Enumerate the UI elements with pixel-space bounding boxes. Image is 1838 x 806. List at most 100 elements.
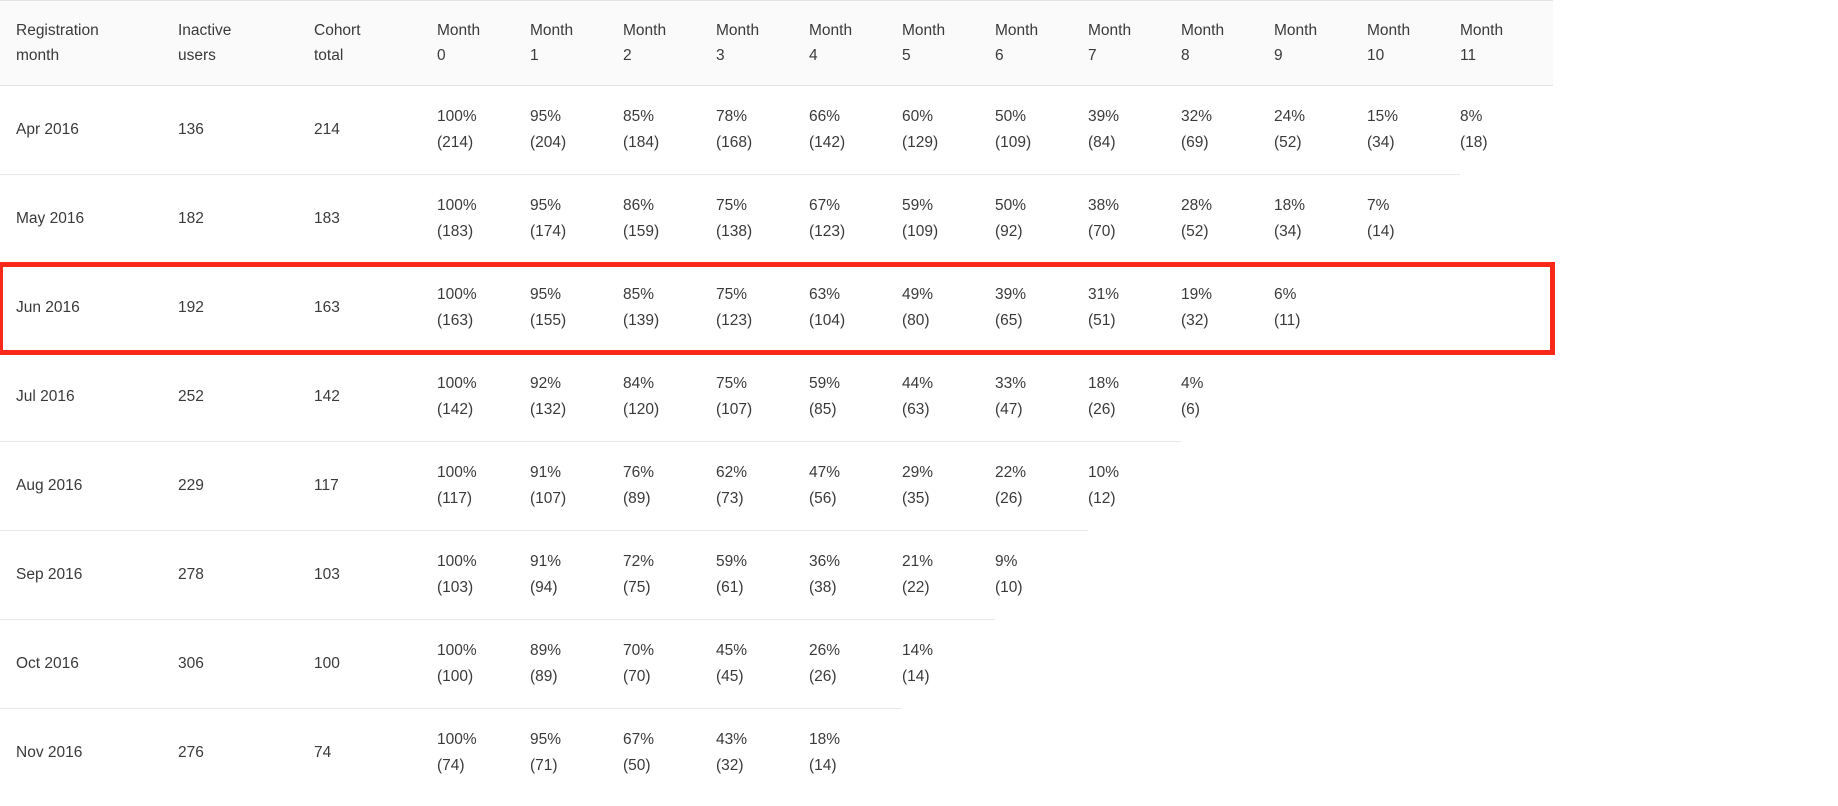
retention-cell: 63% (104) [809, 263, 902, 353]
retention-count: (74) [437, 757, 465, 774]
column-header-line: 10 [1367, 47, 1385, 64]
table-row: Nov 2016 276 74 100% (74) 95% (71) 67% (50) 43% (3… [0, 708, 1553, 798]
empty-cell [1460, 709, 1553, 798]
column-header-line: Month [530, 22, 574, 39]
column-header-line: 7 [1088, 47, 1097, 64]
retention-percent: 33% [995, 375, 1027, 392]
inactive-users-cell: 229 [178, 441, 314, 531]
retention-count: (47) [995, 401, 1023, 418]
registration-month-cell: Jul 2016 [0, 352, 178, 442]
retention-cell: 31% (51) [1088, 263, 1181, 353]
cohort-total-cell: 214 [314, 85, 437, 175]
retention-cell: 95% (155) [530, 263, 623, 353]
retention-cell: 72% (75) [623, 530, 716, 620]
retention-count: (84) [1088, 134, 1116, 151]
column-header: Registration month [0, 0, 178, 86]
retention-cell: 7% (14) [1367, 174, 1460, 264]
retention-count: (10) [995, 579, 1023, 597]
retention-percent: 29% [902, 464, 934, 481]
column-header: Month 9 [1274, 0, 1367, 86]
retention-count: (38) [809, 579, 837, 596]
retention-percent: 19% [1181, 286, 1213, 303]
column-header-line: Month [437, 22, 481, 39]
retention-percent: 28% [1181, 197, 1213, 214]
column-header-line: Month [1274, 22, 1318, 39]
column-header: Month 0 [437, 0, 530, 86]
retention-percent: 14% [902, 642, 934, 660]
retention-cell: 8% (18) [1460, 85, 1553, 175]
retention-count: (174) [530, 223, 567, 240]
retention-percent: 100% [437, 553, 477, 570]
retention-cell: 44% (63) [902, 352, 995, 442]
retention-cell: 62% (73) [716, 441, 809, 531]
retention-count: (70) [1088, 223, 1116, 240]
retention-cell: 100% (183) [437, 174, 530, 264]
retention-cell: 100% (214) [437, 85, 530, 175]
retention-count: (159) [623, 223, 660, 240]
empty-cell [1460, 442, 1553, 531]
empty-cell [1274, 353, 1367, 442]
cohort-total-cell: 103 [314, 530, 437, 620]
retention-percent: 39% [995, 286, 1027, 303]
retention-cell: 22% (26) [995, 441, 1088, 531]
empty-cell [1088, 620, 1181, 709]
retention-count: (34) [1367, 134, 1395, 151]
retention-percent: 24% [1274, 108, 1306, 125]
empty-cell [995, 709, 1088, 798]
empty-cell [1274, 531, 1367, 620]
retention-percent: 67% [623, 731, 655, 748]
retention-cell: 100% (103) [437, 530, 530, 620]
registration-month-cell: Oct 2016 [0, 619, 178, 709]
empty-cell [1088, 531, 1181, 620]
empty-cell [1367, 531, 1460, 620]
retention-cell: 76% (89) [623, 441, 716, 531]
retention-count: (69) [1181, 134, 1209, 151]
column-header: Month 7 [1088, 0, 1181, 86]
retention-count: (6) [1181, 401, 1200, 419]
column-header-line: Inactive [178, 22, 232, 39]
column-header-line: 9 [1274, 47, 1283, 64]
retention-percent: 70% [623, 642, 655, 659]
retention-count: (26) [1088, 401, 1116, 418]
retention-count: (26) [809, 668, 837, 685]
retention-cell: 95% (71) [530, 708, 623, 797]
retention-percent: 7% [1367, 197, 1390, 215]
inactive-users-cell: 136 [178, 85, 314, 175]
registration-month-cell: Nov 2016 [0, 708, 178, 797]
inactive-users-cell: 252 [178, 352, 314, 442]
retention-cell: 67% (50) [623, 708, 716, 797]
inactive-users-cell: 278 [178, 530, 314, 620]
retention-percent: 49% [902, 286, 934, 303]
table-header: Registration month Inactive users Cohort tota… [0, 0, 1553, 86]
retention-percent: 100% [437, 731, 477, 748]
retention-cell: 26% (26) [809, 619, 902, 709]
retention-count: (155) [530, 312, 567, 329]
retention-cell: 18% (26) [1088, 352, 1181, 442]
retention-count: (26) [995, 490, 1023, 507]
retention-percent: 78% [716, 108, 748, 125]
retention-count: (34) [1274, 223, 1302, 240]
retention-cell: 39% (84) [1088, 85, 1181, 175]
retention-count: (32) [1181, 312, 1209, 329]
retention-count: (73) [716, 490, 744, 507]
retention-count: (65) [995, 312, 1023, 329]
retention-percent: 75% [716, 286, 748, 303]
table-row: May 2016 182 183 100% (183) 95% (174) 86% (159) 7… [0, 174, 1553, 264]
retention-count: (14) [1367, 223, 1395, 241]
empty-cell [1460, 531, 1553, 620]
column-header-line: Month [995, 22, 1039, 39]
column-header-line: total [314, 47, 344, 64]
retention-count: (51) [1088, 312, 1116, 329]
retention-percent: 36% [809, 553, 841, 570]
retention-percent: 72% [623, 553, 655, 570]
retention-percent: 18% [1274, 197, 1306, 214]
cohort-table: Registration month Inactive users Cohort tota… [0, 0, 1555, 798]
empty-cell [1181, 620, 1274, 709]
table-body: Apr 2016 136 214 100% (214) 95% (204) 85% (184) 7… [0, 85, 1555, 798]
cohort-total-cell: 183 [314, 174, 437, 264]
retention-percent: 59% [809, 375, 841, 392]
retention-count: (184) [623, 134, 660, 151]
retention-cell: 86% (159) [623, 174, 716, 264]
column-header-line: Month [623, 22, 667, 39]
empty-cell [1367, 264, 1460, 353]
